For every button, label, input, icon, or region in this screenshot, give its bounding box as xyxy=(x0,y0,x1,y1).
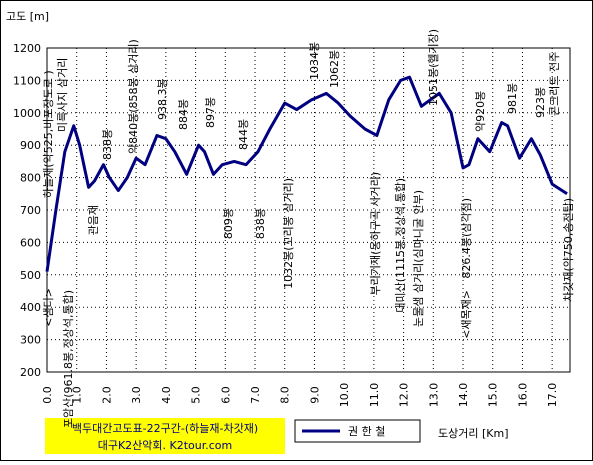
chart-subtitle: 대구K2산악회. K2tour.com xyxy=(98,439,233,452)
x-tick-label: 8.0 xyxy=(279,386,292,404)
x-tick-label: 14.0 xyxy=(457,383,470,408)
annotation: 차갓재(약750,송전탑) xyxy=(561,198,575,302)
annotation: 938.3봉 xyxy=(156,78,169,120)
annotation: 포암산(961.8봉,정상석,통합) xyxy=(62,290,75,428)
y-tick-label: 500 xyxy=(20,269,41,282)
y-tick-label: 1100 xyxy=(13,74,41,87)
chart-title: 백두대간고도표-22구간-(하늘재-차갓재) xyxy=(72,421,258,435)
y-tick-label: 300 xyxy=(20,334,41,347)
annotation: 관음재 xyxy=(87,205,100,235)
annotation: 콘크리트 전주 xyxy=(548,52,561,116)
annotation: 923봉 xyxy=(534,87,547,118)
y-tick-label: 900 xyxy=(20,139,41,152)
x-tick-label: 15.0 xyxy=(487,383,500,408)
x-tick-label: 10.0 xyxy=(338,383,351,408)
x-tick-label: 16.0 xyxy=(516,383,529,408)
annotation: 눈물샘 삼거리(심마니굴 안부) xyxy=(412,190,425,327)
annotation: 897봉 xyxy=(204,97,217,128)
y-tick-label: 600 xyxy=(20,236,41,249)
annotation: <새목재> xyxy=(460,290,473,339)
x-tick-label: 2.0 xyxy=(100,386,113,404)
x-tick-label: 7.0 xyxy=(249,386,262,404)
annotation: 부리기재(옹하구곡 사거리) xyxy=(368,172,382,295)
x-tick-label: 1.0 xyxy=(71,386,84,404)
annotation: 약920봉 xyxy=(473,91,487,132)
annotation: 826.4봉(삼각점) xyxy=(460,198,473,279)
annotation: 하늘재(약525,비포장도로 ) xyxy=(41,70,55,198)
x-tick-label: 9.0 xyxy=(308,386,321,404)
annotation: 1062봉 xyxy=(328,50,341,88)
x-tick-label: 6.0 xyxy=(219,386,232,404)
y-tick-label: 1200 xyxy=(13,42,41,55)
y-tick-label: 700 xyxy=(20,204,41,217)
annotation: 미륵사지 삼거리 xyxy=(56,58,69,132)
y-tick-label: 800 xyxy=(20,172,41,185)
x-tick-label: 4.0 xyxy=(160,386,173,404)
x-tick-label: 0.0 xyxy=(41,386,54,404)
annotation: 약840봉(858봉 삼거리) xyxy=(126,39,140,154)
x-tick-label: 3.0 xyxy=(130,386,143,404)
y-tick-label: 200 xyxy=(20,366,41,379)
annotation: 809봉 xyxy=(222,208,235,239)
annotation: <샘터> xyxy=(42,288,55,327)
x-tick-label: 5.0 xyxy=(190,386,203,404)
y-tick-label: 400 xyxy=(20,301,41,314)
x-tick-label: 17.0 xyxy=(546,383,559,408)
x-axis-label: 도상거리 [Km] xyxy=(438,427,509,440)
title-box xyxy=(45,418,285,454)
legend-label: 권 한 철 xyxy=(348,425,385,438)
annotation: 1032봉(꼬리봉 삼거리) xyxy=(282,178,295,289)
y-tick-label: 1000 xyxy=(13,107,41,120)
y-axis-label: 고도 [m] xyxy=(6,10,49,23)
annotation: 1034봉 xyxy=(308,42,321,80)
x-tick-label: 12.0 xyxy=(398,383,411,408)
x-tick-label: 11.0 xyxy=(368,383,381,408)
annotation: 981봉 xyxy=(506,83,519,114)
elevation-line xyxy=(45,75,568,272)
annotation: 884봉 xyxy=(177,99,190,130)
annotation: 1051봉(헬기장) xyxy=(427,29,440,106)
x-tick-label: 13.0 xyxy=(427,383,440,408)
legend xyxy=(294,419,421,443)
annotation: 844봉 xyxy=(237,119,250,150)
annotation: 838봉 xyxy=(254,208,267,239)
annotation: 대미산(1115봉,정상석,통합) xyxy=(394,178,407,313)
annotation: 838봉 xyxy=(101,129,114,160)
